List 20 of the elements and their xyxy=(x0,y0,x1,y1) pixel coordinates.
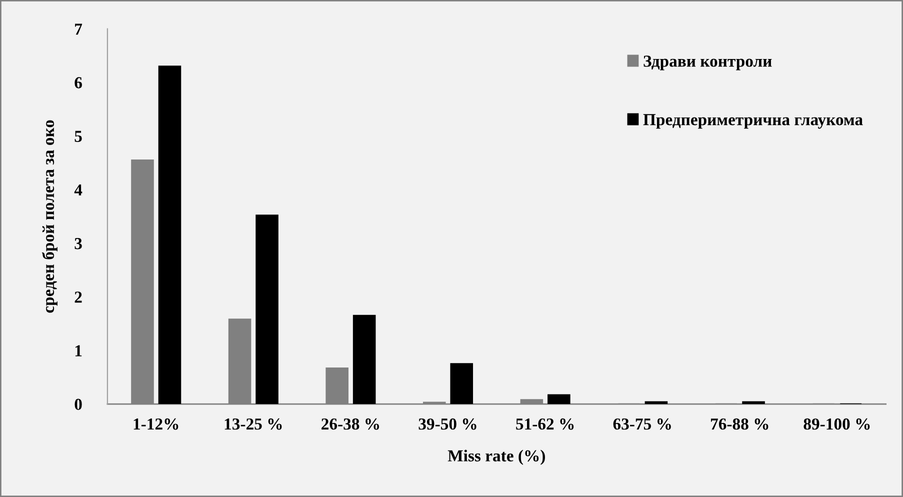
y-tick-label: 1 xyxy=(75,345,82,356)
x-tick-label: 63-75 % xyxy=(613,418,671,430)
y-tick-label: 5 xyxy=(74,130,82,142)
x-axis-title: Miss rate (%) xyxy=(448,450,545,465)
legend-label: Предпериметрична глаукома xyxy=(643,114,863,129)
y-tick-label: 4 xyxy=(74,184,82,196)
x-tick-label: 13-25 % xyxy=(224,418,282,430)
y-tick-label: 6 xyxy=(74,77,82,88)
x-tick-label: 1-12% xyxy=(134,418,178,430)
x-tick-label: 51-62 % xyxy=(516,418,574,430)
x-tick-label: 89-100 % xyxy=(804,418,870,430)
y-axis-title: среден брой полета за око xyxy=(42,120,58,313)
x-tick-label: 26-38 % xyxy=(322,418,379,430)
y-tick-label: 0 xyxy=(74,398,82,410)
y-tick-label: 2 xyxy=(74,292,82,303)
y-tick-label: 7 xyxy=(75,24,82,35)
y-tick-label: 3 xyxy=(74,238,82,250)
x-tick-label: 76-88 % xyxy=(710,418,768,430)
x-tick-label: 39-50 % xyxy=(418,418,476,430)
legend-label: Здрави контроли xyxy=(644,56,772,70)
